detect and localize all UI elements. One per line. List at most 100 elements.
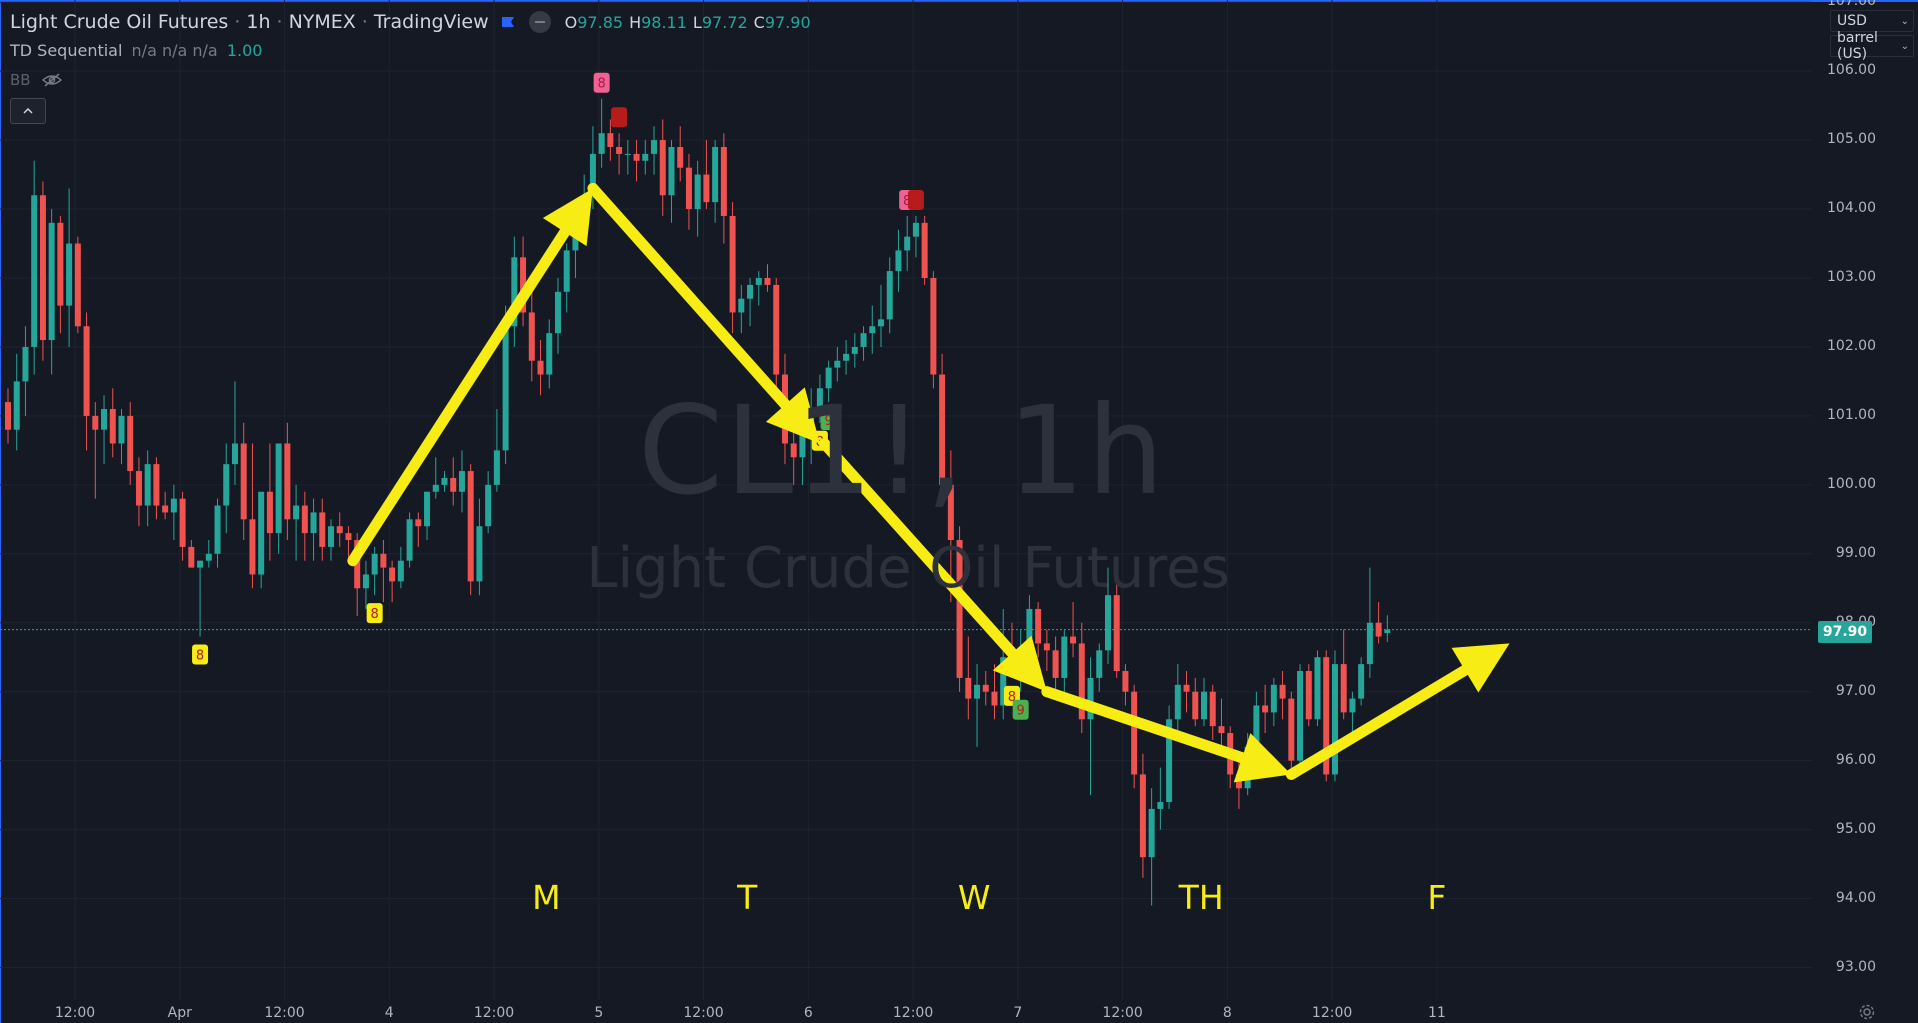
candle-body [397,560,404,582]
candle-body [170,498,177,513]
candle-body [1314,657,1321,720]
trend-arrow-shaft [1285,664,1471,780]
td-label-text: 9 [1017,704,1025,719]
candle-body [1340,664,1347,713]
candle-body [1174,684,1181,720]
candle-body [275,443,282,534]
gear-icon[interactable] [1858,1003,1876,1021]
currency-value: USD [1837,13,1867,29]
candle-body [563,250,570,292]
bb-legend[interactable]: BB [10,71,63,89]
candle-body [956,540,963,678]
candle-body [179,498,186,547]
candle-body [851,346,858,354]
bb-label: BB [10,71,31,89]
candle-body [1104,595,1111,651]
candle-body [1087,677,1094,720]
minus-circle-icon[interactable] [528,11,551,33]
candle-body [205,553,212,561]
trend-arrow-shaft [818,437,1018,659]
candle-body [153,464,160,506]
td-label-text: 8 [1008,690,1016,705]
top-border [0,0,1918,2]
unit-select[interactable]: barrel (US) ⌄ [1830,30,1914,62]
candle-body [1366,622,1373,665]
td-label-box [820,410,837,431]
currency-select[interactable]: USD ⌄ [1830,10,1914,32]
candle-body [1305,671,1312,720]
trend-arrow-head [765,387,820,444]
collapse-legend-button[interactable] [10,98,46,124]
indicator-name: TD Sequential [10,41,123,60]
candle-body [511,257,518,327]
candle-body [354,540,361,589]
candle-body [223,464,230,506]
symbol-name[interactable]: Light Crude Oil Futures [10,11,229,33]
candle-body [13,381,20,430]
candle-body [651,140,658,154]
candle-body [258,491,265,575]
candle-body [1061,636,1068,678]
td-sequential-legend[interactable]: TD Sequential n/a n/a n/a 1.00 [10,41,262,60]
candle-body [895,250,902,272]
candle-body [537,360,544,375]
candle-body [668,146,675,196]
candle-body [589,153,596,196]
candle-body [214,505,221,554]
candle-body [39,195,46,341]
candle-body [406,519,413,561]
candle-body [528,312,535,361]
candle-body [1270,684,1277,713]
candle-body [904,236,911,251]
candle-body [755,278,762,285]
chevron-down-icon: ⌄ [1900,15,1909,27]
candle-body [432,484,439,492]
td-label-box [907,189,924,210]
candle-body [878,319,884,327]
time-tick-label: 12:00 [683,1005,724,1021]
candle-body [720,146,727,216]
chart-legend-header: Light Crude Oil Futures · 1h · NYMEX · T… [10,10,817,34]
candle-body [1358,664,1365,699]
flag-icon[interactable] [501,16,515,28]
price-tick-label: 94.00 [1835,889,1876,906]
candle-body [554,291,561,334]
candle-body [947,484,954,541]
candle-body [424,491,431,527]
candle-body [188,546,195,568]
candle-body [336,526,343,534]
candle-body [48,222,55,341]
candle-body [1323,657,1330,775]
candle-body [31,195,38,347]
eye-hidden-icon[interactable] [41,72,63,88]
candle-body [162,505,169,513]
candle-body [1201,691,1208,720]
candle-body [1279,684,1286,699]
candle-body [310,512,317,534]
candle-body [747,284,754,299]
candle-body [659,140,666,196]
candle-body [712,146,719,203]
candle-body [441,477,448,485]
candle-body [1183,684,1190,692]
candle-body [729,215,736,313]
candle-body [485,484,492,527]
day-label: M [532,878,561,917]
td-label-box [366,603,383,624]
candle-body [1331,664,1338,775]
candle-body [1052,650,1059,678]
candle-body [240,443,247,520]
candle-body [135,471,142,506]
interval-label[interactable]: 1h [246,11,271,33]
candle-body [572,229,579,251]
td-label-text: 8 [597,77,605,92]
trend-arrow-shaft [587,182,791,411]
time-tick-label: 12:00 [1102,1005,1143,1021]
candle-body [1113,595,1120,672]
left-border [0,0,1,1023]
grid-lines [0,0,1812,1000]
candle-body [380,553,387,568]
time-tick-label: 12:00 [54,1005,96,1021]
candle-body [371,553,378,575]
